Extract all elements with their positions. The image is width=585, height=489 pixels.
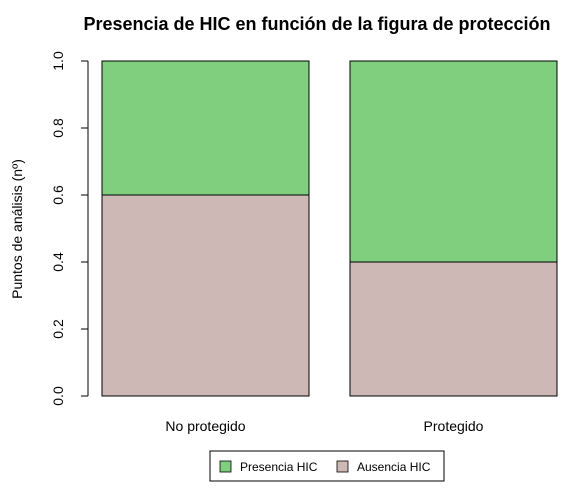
y-tick-label: 0.8 [50, 118, 66, 138]
legend: Presencia HIC Ausencia HIC [209, 450, 445, 482]
bar-segment-ausencia-hic [101, 194, 310, 397]
x-tick-labels: No protegido Protegido [165, 418, 483, 434]
bar-segment-presencia-hic [101, 60, 310, 196]
legend-swatch-ausencia [336, 460, 349, 473]
bar-segment-presencia-hic [349, 60, 558, 263]
bar-segment-ausencia-hic [349, 261, 558, 397]
y-tick-label: 0.0 [50, 386, 66, 406]
legend-box [209, 450, 445, 482]
legend-label-ausencia: Ausencia HIC [357, 460, 431, 474]
chart-title: Presencia de HIC en función de la figura… [83, 14, 550, 34]
y-tick-label: 0.2 [50, 319, 66, 339]
legend-swatch-presencia [219, 460, 232, 473]
bars [101, 60, 558, 397]
y-tick-label: 1.0 [50, 51, 66, 71]
y-axis: 0.0 0.2 0.4 0.6 0.8 1.0 [50, 51, 89, 406]
legend-label-presencia: Presencia HIC [240, 460, 318, 474]
y-tick-label: 0.4 [50, 252, 66, 272]
x-tick-label: Protegido [424, 418, 484, 434]
y-tick-label: 0.6 [50, 185, 66, 205]
y-axis-label: Puntos de análisis (nº) [9, 159, 25, 299]
x-tick-label: No protegido [165, 418, 245, 434]
